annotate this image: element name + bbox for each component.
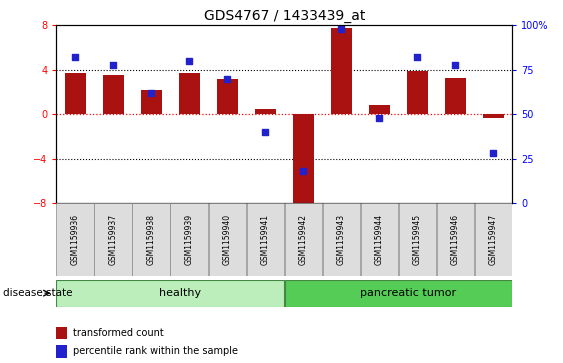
Bar xyxy=(141,90,162,114)
FancyBboxPatch shape xyxy=(284,280,512,307)
FancyBboxPatch shape xyxy=(360,203,398,276)
Text: GSM1159941: GSM1159941 xyxy=(261,214,270,265)
Text: GSM1159937: GSM1159937 xyxy=(109,214,118,265)
Point xyxy=(109,62,118,68)
FancyBboxPatch shape xyxy=(247,203,284,276)
Text: GSM1159946: GSM1159946 xyxy=(451,214,460,265)
Point xyxy=(147,90,156,96)
Text: GSM1159943: GSM1159943 xyxy=(337,214,346,265)
Text: GSM1159936: GSM1159936 xyxy=(71,214,80,265)
Point xyxy=(337,26,346,32)
Text: pancreatic tumor: pancreatic tumor xyxy=(360,288,456,298)
FancyBboxPatch shape xyxy=(323,203,360,276)
Bar xyxy=(331,28,352,114)
Text: GSM1159940: GSM1159940 xyxy=(223,214,232,265)
FancyBboxPatch shape xyxy=(95,203,132,276)
Text: GSM1159939: GSM1159939 xyxy=(185,214,194,265)
Bar xyxy=(56,345,67,358)
Title: GDS4767 / 1433439_at: GDS4767 / 1433439_at xyxy=(204,9,365,23)
FancyBboxPatch shape xyxy=(56,280,284,307)
FancyBboxPatch shape xyxy=(475,203,512,276)
FancyBboxPatch shape xyxy=(284,203,322,276)
Bar xyxy=(65,73,86,114)
Text: GSM1159938: GSM1159938 xyxy=(147,214,156,265)
FancyBboxPatch shape xyxy=(132,203,170,276)
FancyBboxPatch shape xyxy=(208,203,246,276)
Text: GSM1159947: GSM1159947 xyxy=(489,214,498,265)
Bar xyxy=(56,327,67,339)
Bar xyxy=(179,73,200,114)
FancyBboxPatch shape xyxy=(56,203,94,276)
Bar xyxy=(103,76,124,114)
Text: healthy: healthy xyxy=(159,288,201,298)
Point xyxy=(451,62,460,68)
Point xyxy=(413,54,422,60)
FancyBboxPatch shape xyxy=(171,203,208,276)
FancyBboxPatch shape xyxy=(436,203,474,276)
FancyBboxPatch shape xyxy=(399,203,436,276)
Text: transformed count: transformed count xyxy=(73,328,163,338)
Bar xyxy=(255,109,276,114)
Point xyxy=(299,168,308,174)
Bar xyxy=(407,71,428,114)
Bar xyxy=(217,79,238,114)
Bar xyxy=(445,78,466,114)
Bar xyxy=(369,105,390,114)
Bar xyxy=(293,114,314,204)
Text: GSM1159945: GSM1159945 xyxy=(413,214,422,265)
Text: GSM1159942: GSM1159942 xyxy=(299,214,308,265)
Point xyxy=(223,76,232,82)
Point xyxy=(261,129,270,135)
Point xyxy=(71,54,80,60)
Point xyxy=(185,58,194,64)
Point xyxy=(489,151,498,156)
Text: percentile rank within the sample: percentile rank within the sample xyxy=(73,346,238,356)
Text: GSM1159944: GSM1159944 xyxy=(375,214,384,265)
Bar xyxy=(483,114,504,118)
Text: disease state: disease state xyxy=(3,288,72,298)
Point xyxy=(375,115,384,121)
